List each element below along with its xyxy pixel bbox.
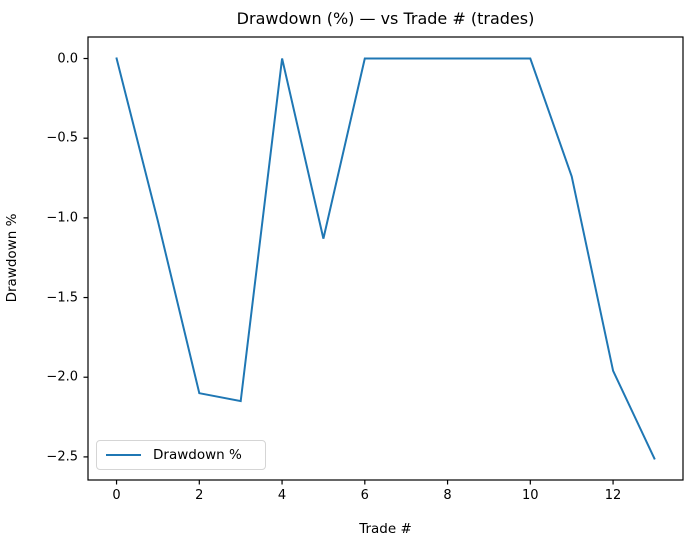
x-tick-label: 12 [604, 488, 622, 503]
y-tick-label: 0.0 [57, 51, 78, 66]
y-axis-label: Drawdown % [4, 213, 20, 303]
y-tick-label: −1.0 [46, 210, 78, 226]
legend-line-sample [106, 454, 141, 456]
x-tick-label: 4 [277, 488, 287, 503]
plot-area [87, 36, 684, 481]
legend: Drawdown % [96, 440, 266, 470]
x-tick-label: 0 [112, 488, 121, 503]
x-axis-label: Trade # [359, 521, 412, 537]
x-tick-label: 10 [522, 488, 539, 503]
y-tick-label: −1.5 [46, 290, 78, 306]
y-tick-label: −0.5 [46, 130, 78, 146]
drawdown-line [115, 57, 656, 460]
legend-label: Drawdown % [153, 447, 242, 463]
x-tick-label: 6 [360, 488, 369, 503]
x-tick-label: 8 [443, 488, 452, 503]
y-tick-label: −2.0 [46, 369, 78, 385]
chart-title: Drawdown (%) — vs Trade # (trades) [236, 9, 535, 28]
x-tick-label: 2 [195, 488, 204, 503]
y-tick-label: −2.5 [46, 449, 78, 465]
